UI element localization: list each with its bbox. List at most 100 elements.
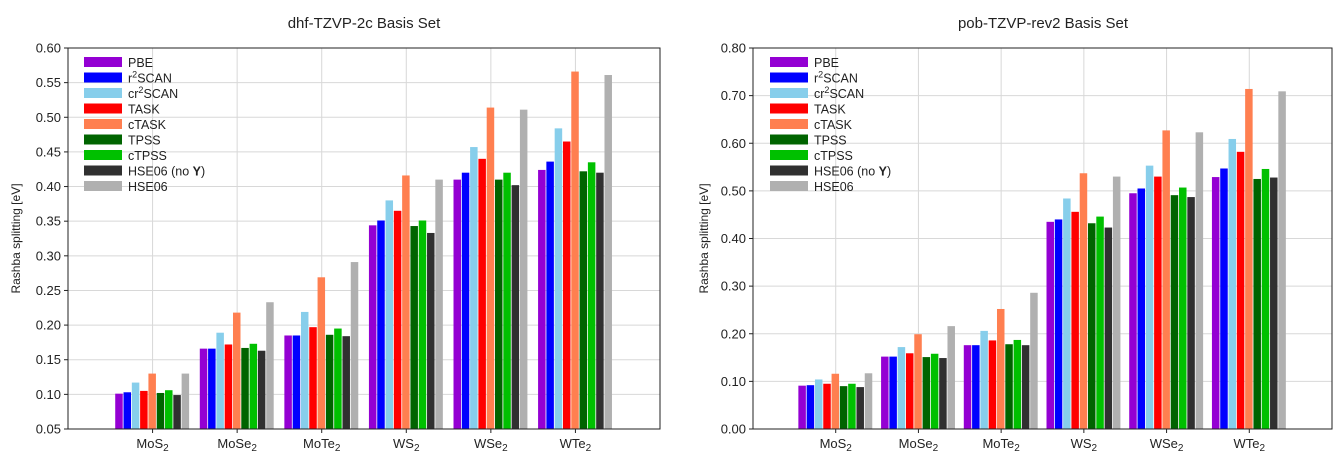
bar-tpss-wte	[1253, 178, 1261, 429]
legend-label: cTASK	[128, 118, 167, 132]
bar-r-scan-wse	[461, 172, 470, 429]
legend-swatch	[770, 150, 808, 160]
bar-task-mote	[309, 327, 317, 429]
legend-swatch	[84, 88, 122, 98]
y-tick-label: 0.60	[36, 41, 61, 56]
bar-hse06-ws	[435, 179, 443, 429]
legend-label: cr2SCAN	[814, 85, 864, 101]
bar-hse06-wte	[1278, 91, 1286, 430]
y-tick-label: 0.30	[721, 279, 746, 294]
bar-ctpss-mote	[334, 328, 342, 429]
bar-task-wse	[1154, 176, 1162, 429]
x-tick-label: MoSe2	[217, 436, 257, 452]
bar-hse06-no-y--mos	[856, 387, 864, 429]
legend-swatch	[84, 119, 122, 129]
legend-label: r2SCAN	[814, 70, 858, 86]
bar-hse06-wte	[604, 75, 612, 430]
bar-pbe-mote	[963, 345, 972, 429]
x-tick-label: MoS2	[136, 436, 169, 452]
chart-panel-1: 0.05 0.10 0.15 0.20 0.25 0.30 0.35 0.40 0.45 0.50…	[9, 15, 661, 452]
chart-title: pob-TZVP-rev2 Basis Set	[958, 15, 1129, 32]
legend-label: TASK	[814, 103, 846, 117]
legend-swatch	[770, 88, 808, 98]
bar-pbe-wte	[1211, 177, 1220, 429]
bar-ctpss-wse	[1179, 187, 1187, 429]
bar-hse06-no-y--mose	[939, 358, 947, 429]
bar-tpss-ws	[410, 226, 418, 429]
bar-ctpss-ws	[1096, 216, 1104, 429]
bar-ctpss-mose	[930, 353, 939, 429]
bar-ctask-mos	[148, 373, 156, 429]
bar-tpss-mose	[241, 347, 249, 429]
legend-swatch	[770, 165, 808, 176]
legend-swatch	[770, 72, 808, 83]
legend-label: cr2SCAN	[128, 85, 178, 101]
y-tick-label: 0.00	[721, 422, 746, 437]
legend-swatch	[770, 57, 808, 67]
legend-swatch	[84, 150, 122, 160]
bar-ctpss-mote	[1013, 339, 1022, 429]
legend-label: HSE06 (no Y)	[128, 165, 205, 179]
bar-r-scan-ws	[377, 220, 385, 429]
x-tick-label: WSe2	[1150, 436, 1184, 452]
bar-hse06-wse	[1195, 132, 1204, 429]
bar-r-scan-mote	[292, 335, 301, 429]
legend-swatch	[770, 103, 808, 114]
bar-hse06-no-y--mos	[173, 395, 181, 429]
bar-ctask-mote	[317, 277, 326, 429]
legend-label: PBE	[814, 56, 839, 70]
bar-task-wte	[562, 141, 571, 429]
bar-ctask-wte	[1245, 88, 1253, 430]
legend-label: r2SCAN	[128, 70, 172, 86]
bar-tpss-mote	[1005, 344, 1013, 429]
bar-pbe-ws	[1046, 221, 1055, 429]
bar-hse06-mose	[266, 302, 274, 429]
bar-ctask-wse	[486, 107, 495, 429]
bar-task-mote	[988, 340, 997, 429]
x-tick-label: MoTe2	[982, 436, 1020, 452]
y-tick-label: 0.40	[36, 179, 61, 194]
bar-r-scan-ws	[1054, 219, 1063, 429]
bar-ctask-mote	[996, 308, 1005, 429]
x-tick-label: MoS2	[820, 436, 853, 452]
y-tick-label: 0.05	[36, 422, 61, 437]
legend-swatch	[770, 119, 808, 129]
bar-r-scan-mos	[806, 385, 815, 429]
legend-swatch	[84, 103, 122, 114]
bar-hse06-mos	[181, 373, 190, 429]
x-tick-label: WSe2	[474, 436, 508, 452]
bar-task-wte	[1236, 151, 1245, 429]
bar-pbe-mos	[115, 393, 123, 429]
bar-r-scan-wte	[546, 161, 554, 429]
legend-label: PBE	[128, 56, 153, 70]
bar-task-ws	[1071, 211, 1079, 429]
bar-ctpss-ws	[418, 220, 427, 429]
bar-cr-scan-mos	[814, 379, 823, 429]
bar-r-scan-wse	[1137, 188, 1146, 429]
bar-tpss-mote	[325, 334, 334, 429]
bar-task-mos	[823, 383, 831, 429]
x-tick-label: WTe2	[560, 436, 592, 452]
legend-label: cTASK	[814, 118, 853, 132]
bar-tpss-mos	[839, 386, 848, 429]
y-axis-label: Rashba splitting [eV]	[9, 183, 23, 293]
bar-hse06-mose	[947, 326, 955, 429]
bar-ctpss-mos	[848, 383, 856, 429]
bar-task-ws	[393, 210, 402, 429]
legend-label: TASK	[128, 103, 160, 117]
legend-label: cTPSS	[814, 149, 853, 163]
bar-ctpss-mos	[165, 390, 173, 429]
bar-r-scan-mote	[972, 345, 980, 429]
bar-cr-scan-wte	[1228, 138, 1237, 429]
y-tick-label: 0.60	[721, 136, 746, 151]
bar-cr-scan-wte	[554, 128, 563, 429]
x-tick-label: WS2	[1071, 436, 1098, 452]
bar-ctask-mose	[232, 312, 241, 429]
bar-hse06-no-y--wte	[1270, 177, 1278, 429]
legend-swatch	[84, 57, 122, 67]
chart-panel-2: 0.00 0.10 0.20 0.30 0.40 0.50 0.60 0.70 0.80 MoS2…	[697, 15, 1333, 452]
bar-task-mose	[905, 353, 914, 429]
bar-cr-scan-wse	[470, 147, 478, 429]
